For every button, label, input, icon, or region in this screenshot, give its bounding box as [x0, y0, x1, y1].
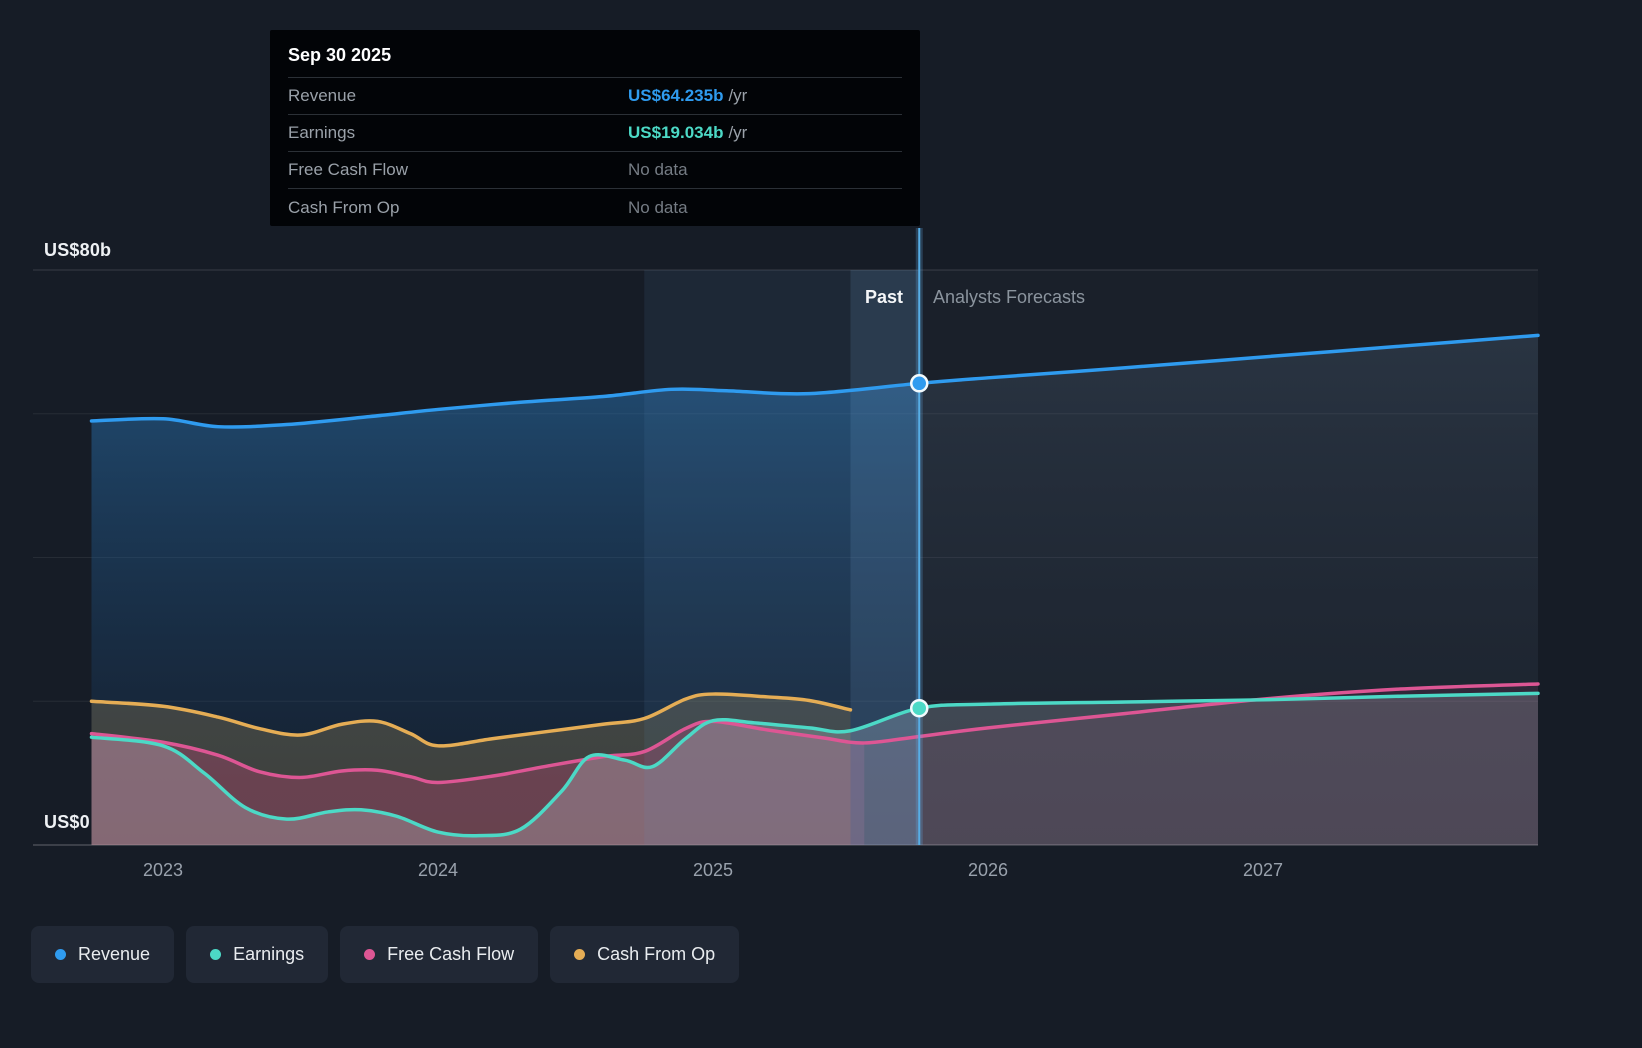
revenue-line[interactable] — [89, 333, 1540, 429]
tooltip-row-free-cash-flow: Free Cash Flow No data — [288, 152, 902, 189]
highlight-band — [850, 270, 920, 845]
tooltip-row-unit: /yr — [728, 86, 748, 105]
legend-item-label: Free Cash Flow — [387, 944, 515, 964]
x-tick-2024: 2024 — [417, 860, 459, 880]
tooltip-rows: Revenue US$64.235b/yr Earnings US$19.034b/y… — [288, 78, 902, 226]
legend-item-earnings[interactable]: Earnings — [186, 926, 329, 983]
x-tick-2027: 2027 — [1242, 860, 1284, 880]
y-axis-label-top: US$80b — [44, 240, 112, 260]
revenue-legend-dot-icon — [55, 949, 66, 960]
legend-item-cash-from-op[interactable]: Cash From Op — [550, 926, 740, 983]
revenue-marker[interactable] — [910, 374, 929, 393]
legend-item-label: Earnings — [233, 944, 305, 964]
free-cash-flow-line[interactable] — [89, 682, 1540, 785]
tooltip-row-label: Free Cash Flow — [288, 160, 408, 179]
tooltip-row-value: No data — [628, 160, 688, 179]
earnings-area-past — [91, 708, 920, 845]
tooltip-row-label: Revenue — [288, 86, 357, 105]
analysts-forecasts-label: Analysts Forecasts — [933, 287, 1086, 307]
tooltip-row-earnings: Earnings US$19.034b/yr — [288, 115, 902, 152]
past-label: Past — [864, 287, 903, 307]
legend: Revenue Earnings Free Cash Flow Cash From O… — [31, 926, 740, 983]
x-tick-2025: 2025 — [692, 860, 734, 880]
legend-item-free-cash-flow[interactable]: Free Cash Flow — [340, 926, 539, 983]
earnings-area-forecast — [919, 693, 1538, 845]
legend-item-label: Revenue — [78, 944, 151, 964]
tooltip-date: Sep 30 2025 — [288, 30, 902, 78]
tooltip-row-cash-from-op: Cash From Op No data — [288, 189, 902, 226]
tooltip-row-revenue: Revenue US$64.235b/yr — [288, 78, 902, 115]
legend-item-revenue[interactable]: Revenue — [31, 926, 175, 983]
y-axis-label-bottom: US$0 — [44, 812, 90, 832]
tooltip-row-value: US$64.235b — [628, 86, 724, 105]
tooltip-row-value: US$19.034b — [628, 123, 724, 142]
tooltip-row-value: No data — [628, 197, 688, 217]
highlight-band — [644, 270, 920, 845]
legend-item-label: Cash From Op — [597, 944, 716, 964]
earnings-legend-dot-icon — [210, 949, 222, 960]
earnings-line[interactable] — [89, 691, 1540, 838]
chart-tooltip: Sep 30 2025 Revenue US$64.235b/yr Earnings… — [270, 30, 920, 226]
tooltip-row-label: Cash From Op — [288, 197, 400, 217]
tooltip-row-label: Earnings — [288, 123, 356, 142]
revenue-area-past — [91, 383, 920, 845]
x-tick-2026: 2026 — [967, 860, 1009, 880]
cash-from-op-line[interactable] — [89, 692, 853, 748]
tooltip-row-unit: /yr — [728, 123, 748, 142]
free-cash-flow-legend-dot-icon — [364, 949, 376, 960]
x-tick-2023: 2023 — [142, 860, 184, 880]
cash-from-op-area-past — [91, 694, 851, 845]
cash-from-op-legend-dot-icon — [574, 949, 586, 960]
earnings-marker[interactable] — [910, 698, 929, 718]
